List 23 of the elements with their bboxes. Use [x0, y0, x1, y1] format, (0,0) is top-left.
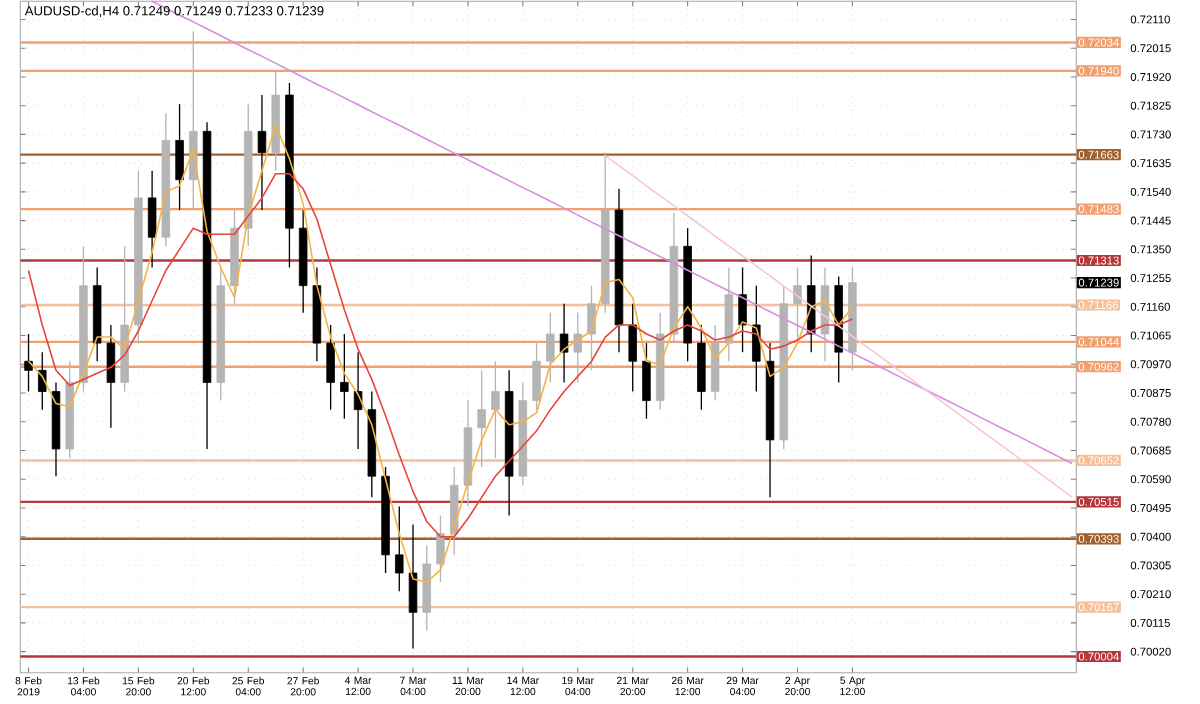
candlestick — [793, 266, 802, 344]
candlestick — [353, 351, 363, 450]
candlestick — [106, 324, 116, 429]
candlestick — [326, 324, 335, 411]
candlestick — [436, 514, 445, 583]
candlestick — [752, 284, 761, 393]
candlestick — [24, 333, 33, 393]
candlestick — [738, 266, 747, 353]
candlestick — [587, 284, 596, 371]
candlestick — [147, 169, 157, 269]
candlestick — [573, 312, 583, 383]
candlestick — [559, 303, 569, 383]
candlestick — [546, 312, 555, 383]
candlestick — [175, 103, 184, 211]
candlestick — [642, 342, 651, 420]
candlestick — [491, 360, 500, 459]
candlestick — [257, 94, 267, 211]
candlestick — [628, 303, 637, 393]
candlestick — [408, 523, 418, 650]
candlestick — [532, 342, 541, 411]
candlestick — [477, 369, 486, 468]
candlestick — [340, 333, 349, 420]
candlestick — [395, 505, 404, 592]
